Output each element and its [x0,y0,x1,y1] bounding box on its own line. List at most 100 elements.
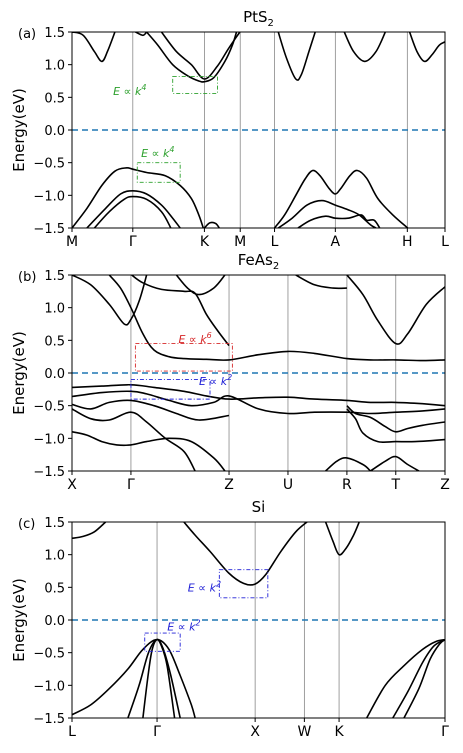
band-group [72,522,445,718]
x-tick-label: X [250,724,260,740]
band-line [72,522,107,540]
annotation-box [134,343,233,372]
band-line [183,522,308,586]
panel-label: (b) [18,270,36,285]
band-line [108,275,445,362]
annotation-exponent: 2 [216,579,221,588]
x-tick-label: X [67,477,77,493]
annotation-exponent: 2 [195,619,200,628]
y-tick-label: −1.5 [33,465,65,480]
y-tick-label: 1.0 [44,59,65,74]
x-tick-label: Γ [127,477,135,493]
y-tick-label: −1.0 [33,679,65,694]
band-line [273,169,409,228]
band-line [72,431,226,471]
band-line [343,32,387,63]
annotation-label: E ∝ k4 [141,145,174,160]
x-tick-label: K [200,234,210,250]
band-line [72,390,445,415]
band-line [277,32,316,81]
x-tick-label: A [331,234,341,250]
annotation-label: E ∝ k2 [199,373,232,388]
band-line [297,214,381,228]
x-tick-label: Γ [129,234,137,250]
y-tick-label: 0.0 [44,367,65,382]
band-line [72,408,196,471]
x-tick-label: L [441,234,449,250]
panel-title-subscript: 2 [273,261,279,272]
x-tick-label: M [66,234,78,250]
y-tick-label: 0.5 [44,91,65,106]
band-line [72,399,230,421]
y-tick-label: 1.0 [44,549,65,564]
annotation-label: E ∝ k4 [113,83,146,98]
band-line [175,275,226,296]
x-tick-label: L [271,234,279,250]
band-line [324,522,360,556]
y-tick-label: −1.5 [33,222,65,237]
band-line [93,195,172,228]
y-tick-label: −0.5 [33,647,65,662]
x-tick-label: Z [440,477,450,493]
band-group [72,275,445,471]
x-tick-label: T [390,477,400,493]
panel-title: Si [252,498,266,516]
annotation-box [130,379,211,400]
annotation-label: E ∝ k6 [178,331,211,346]
annotation-box [218,569,269,599]
band-line [203,221,220,228]
y-tick-label: −0.5 [33,157,65,172]
band-line [86,189,181,228]
band-group [72,32,445,228]
x-tick-label: Z [224,477,234,493]
x-tick-label: R [342,477,352,493]
x-tick-label: M [234,234,246,250]
band-line [403,638,445,718]
band-line [366,638,445,718]
y-tick-label: 1.5 [44,26,65,41]
annotation-exponent: 6 [207,331,212,340]
band-line [295,275,347,290]
annotation-exponent: 4 [141,83,146,92]
panel-label: (a) [18,27,36,42]
band-line [135,32,148,37]
band-line [72,638,196,718]
y-tick-label: −0.5 [33,400,65,415]
annotation-box [172,75,218,94]
panel-title: PtS2 [243,8,274,29]
annotation-box [136,162,181,183]
panel-title: FeAs2 [238,251,280,272]
x-tick-label: Γ [441,724,449,740]
band-line [408,32,445,63]
band-line [346,405,445,433]
band-line [325,457,371,471]
band-line [72,167,205,228]
x-tick-label: K [334,724,344,740]
band-line [72,275,148,326]
x-tick-label: W [297,724,311,740]
band-line [369,455,420,471]
annotation-exponent: 2 [227,373,232,382]
panel-ptS2: E ∝ k4 E ∝ k4 −1.5 −1.0 −0.5 0.0 0.5 1.0 1.5 M Γ K M… [10,8,449,250]
panel-title-subscript: 2 [268,18,274,29]
band-line [346,275,445,345]
y-tick-label: 0.0 [44,124,65,139]
x-tick-label: L [68,724,76,740]
y-tick-label: 1.5 [44,269,65,284]
band-line [142,638,176,718]
y-axis-label: Energy(eV) [10,331,28,415]
y-tick-label: −1.0 [33,432,65,447]
y-axis-label: Energy(eV) [10,578,28,662]
x-tick-label: U [283,477,293,493]
band-line [160,32,241,80]
annotation-label: E ∝ k2 [167,619,200,634]
panel-si: E ∝ k2 E ∝ k2 −1.5 −1.0 −0.5 0.0 0.5 1.0 1.5 L Γ X W… [10,498,449,740]
y-tick-label: −1.0 [33,189,65,204]
x-tick-label: H [402,234,413,250]
annotation-exponent: 4 [169,145,174,154]
y-tick-label: −1.5 [33,712,65,727]
annotation-label: E ∝ k2 [188,579,221,594]
y-tick-label: 0.5 [44,581,65,596]
band-line [277,199,377,228]
